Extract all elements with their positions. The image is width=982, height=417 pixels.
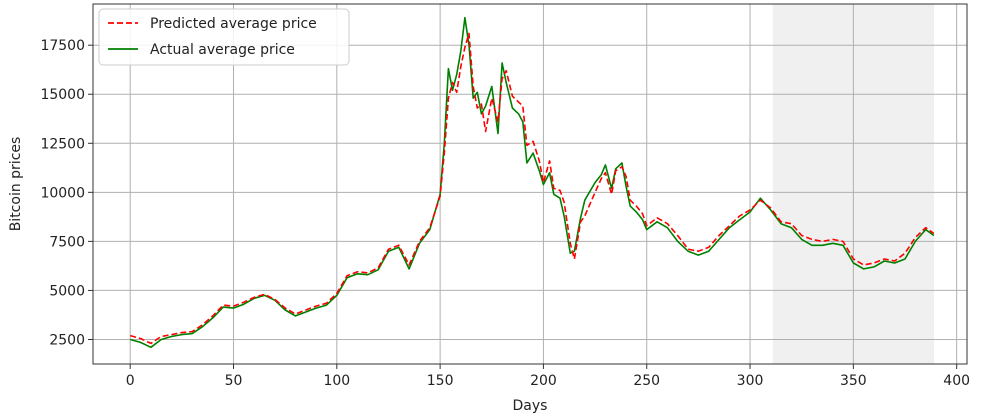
x-tick-label: 250: [633, 373, 660, 389]
y-axis-label: Bitcoin prices: [8, 137, 24, 232]
plot-frame: [92, 3, 968, 365]
y-tick-label: 7500: [49, 234, 85, 250]
y-tick-label: 2500: [49, 332, 85, 348]
x-axis-ticks: 0 50 100 150 200 250 300 350 400: [126, 364, 970, 389]
y-tick-label: 12500: [40, 136, 85, 152]
legend-box: [98, 8, 350, 66]
x-tick-label: 100: [323, 373, 350, 389]
x-tick-label: 0: [126, 373, 135, 389]
series-group: [129, 16, 935, 349]
y-tick-label: 15000: [40, 87, 85, 103]
legend-entry-actual: Actual average price: [150, 42, 295, 58]
x-axis-label: Days: [513, 398, 548, 414]
legend-entry-predicted: Predicted average price: [150, 16, 317, 32]
series-line-predicted: [129, 32, 935, 345]
x-tick-label: 200: [530, 373, 557, 389]
legend: Predicted average price Actual average p…: [98, 8, 350, 66]
y-tick-label: 5000: [49, 283, 85, 299]
series-line-actual: [129, 16, 935, 349]
y-tick-label: 10000: [40, 185, 85, 201]
y-axis-ticks: 2500 5000 7500 10000 12500 15000 17500: [40, 38, 93, 348]
x-tick-label: 300: [737, 373, 764, 389]
x-tick-label: 150: [427, 373, 454, 389]
x-tick-label: 400: [943, 373, 970, 389]
y-tick-label: 17500: [40, 38, 85, 54]
x-tick-label: 350: [840, 373, 867, 389]
x-tick-label: 50: [225, 373, 243, 389]
